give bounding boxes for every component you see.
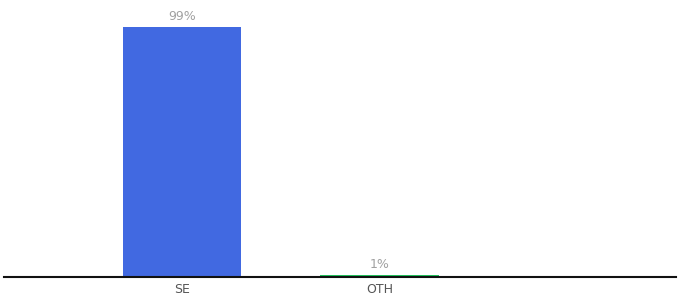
Bar [122, 27, 241, 277]
Bar [320, 275, 439, 277]
Text: 99%: 99% [168, 10, 196, 23]
Text: 1%: 1% [369, 258, 390, 271]
